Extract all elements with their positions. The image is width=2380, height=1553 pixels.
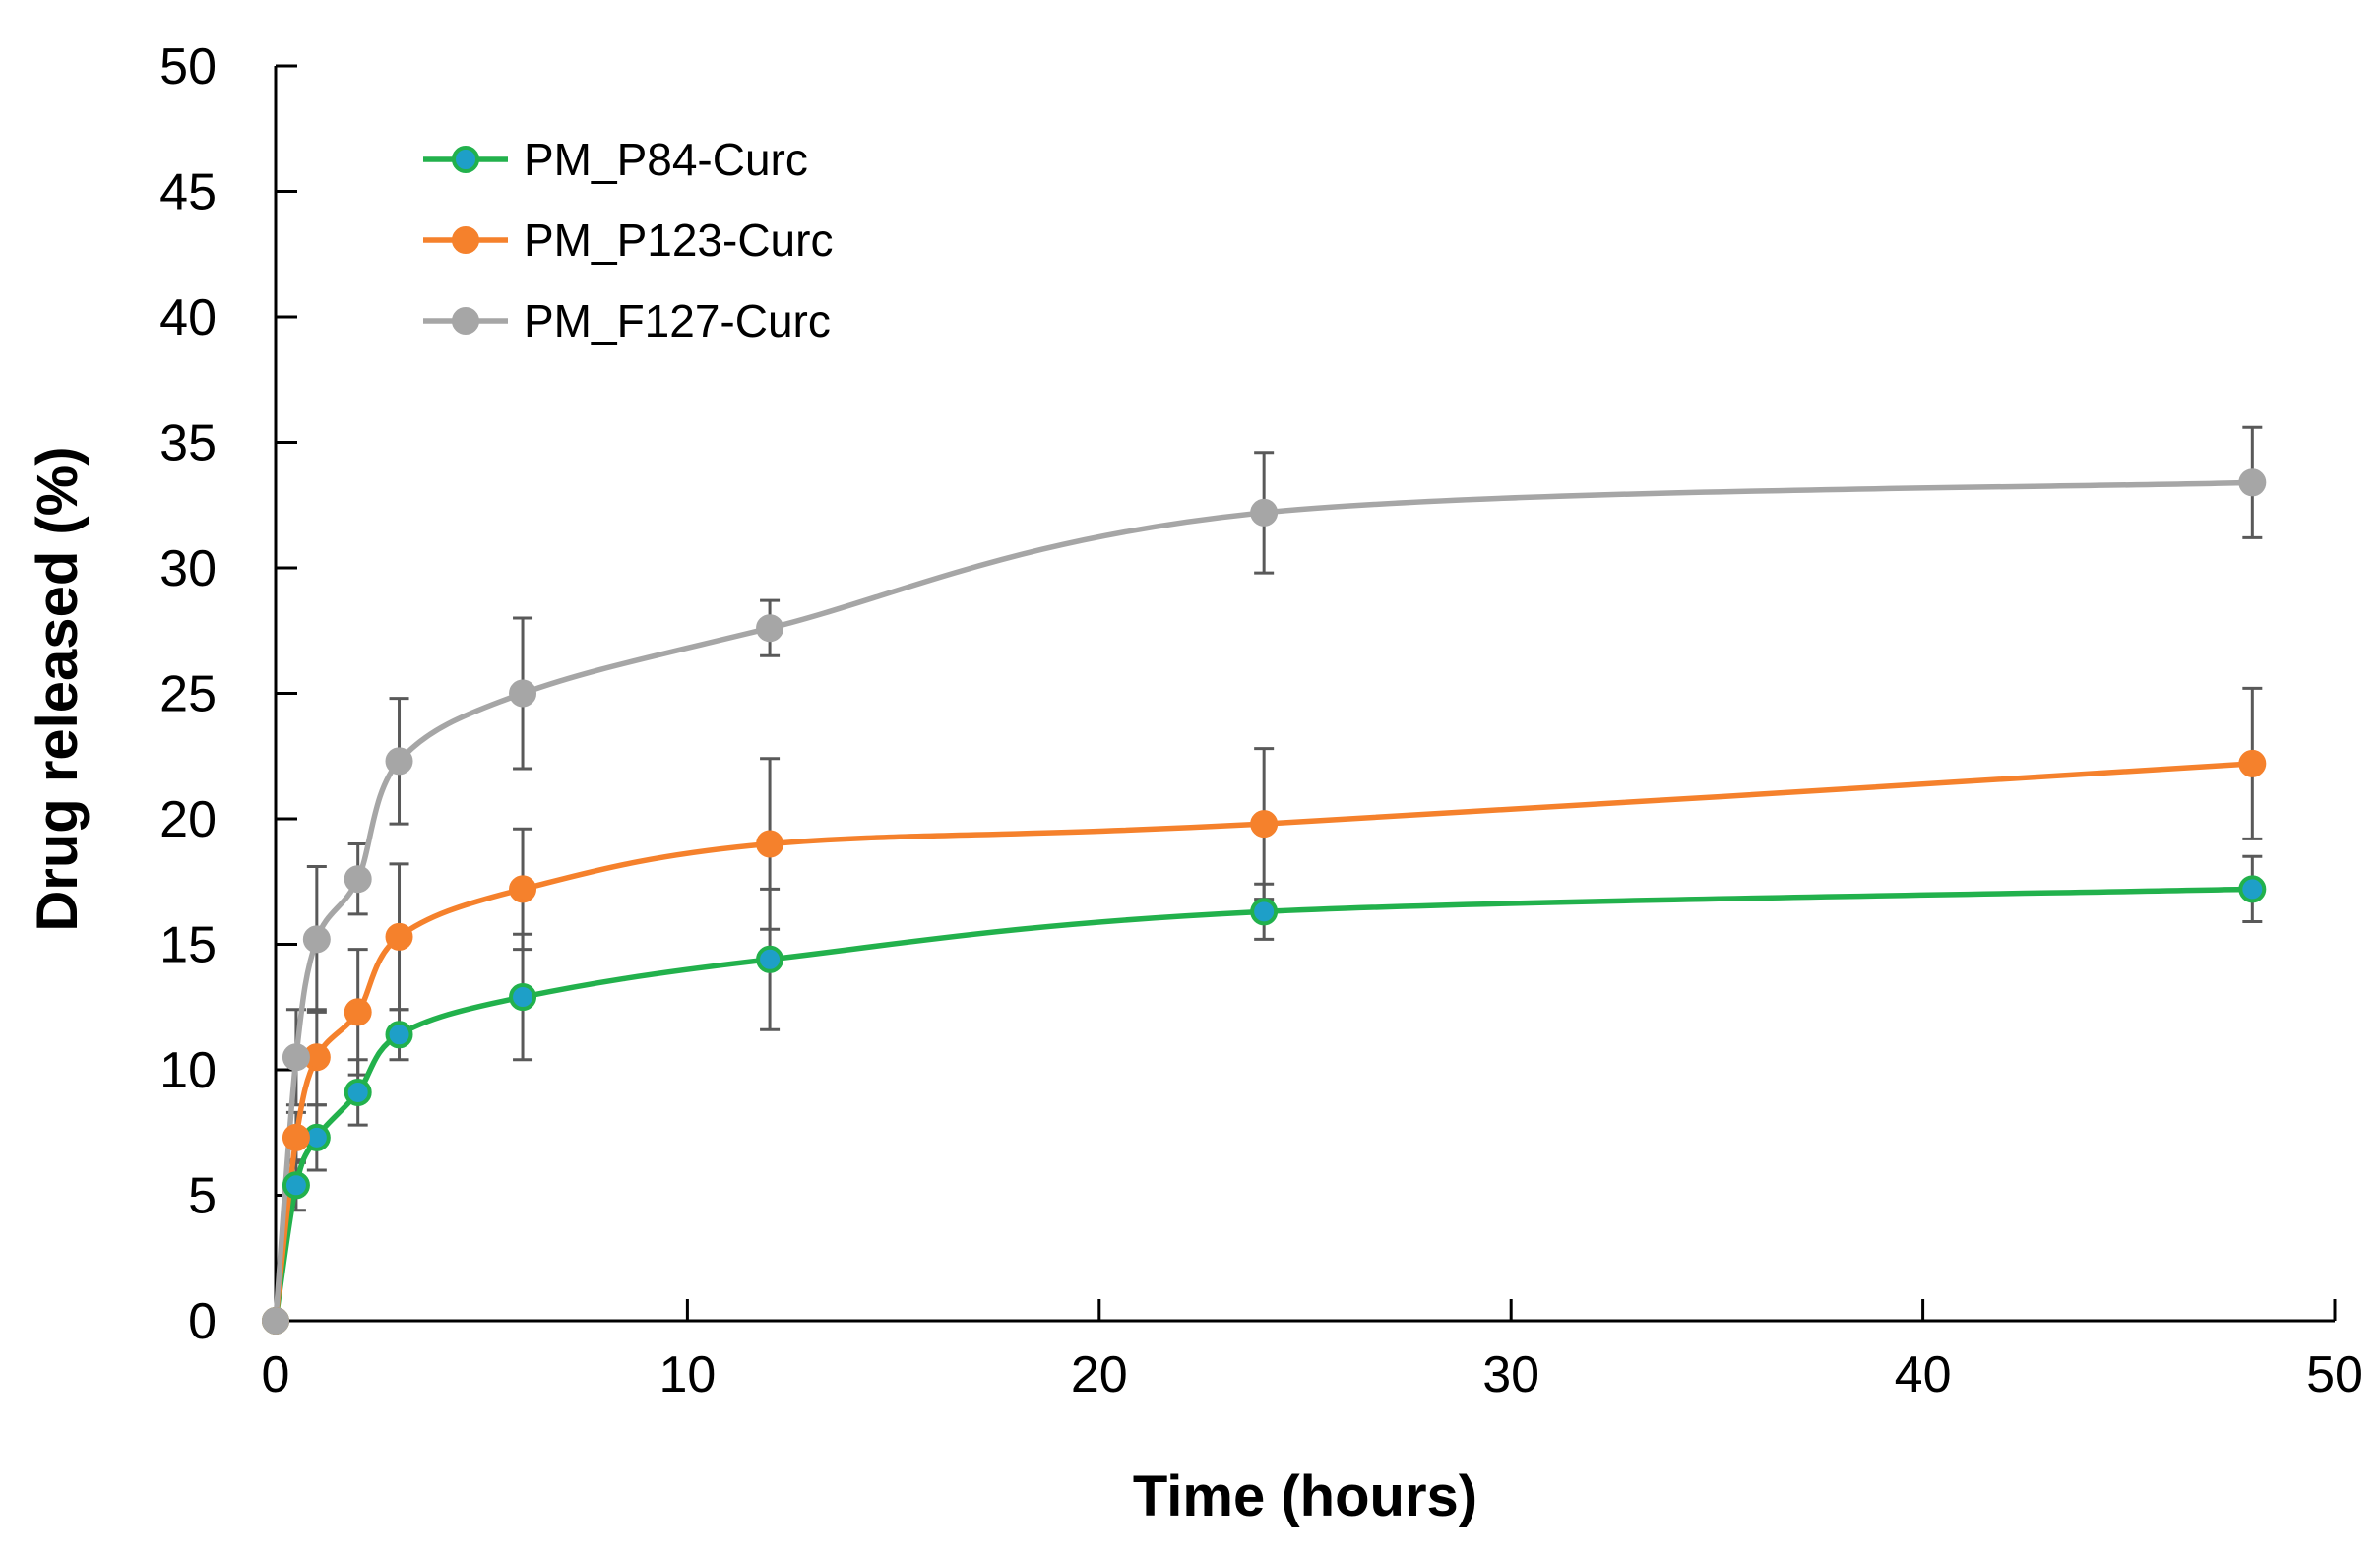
data-point-3 [2238, 468, 2267, 497]
data-point-2 [344, 998, 372, 1026]
y-tick-label: 20 [159, 791, 217, 848]
legend-marker [452, 146, 479, 173]
data-point-3 [344, 865, 372, 894]
data-point-1 [2238, 875, 2267, 903]
data-point-3 [302, 925, 331, 954]
y-tick-label: 45 [159, 164, 217, 221]
legend-label: PM_P123-Curc [524, 215, 833, 266]
y-tick-label: 30 [159, 540, 217, 597]
data-point-3 [282, 1043, 310, 1072]
y-tick-label: 10 [159, 1042, 217, 1099]
x-tick-label: 40 [1895, 1346, 1952, 1403]
data-point-1 [756, 945, 784, 973]
data-point-1 [509, 983, 537, 1012]
x-tick-label: 10 [658, 1346, 716, 1403]
legend-label: PM_P84-Curc [524, 134, 808, 185]
data-point-3 [385, 747, 413, 776]
data-point-1 [344, 1078, 372, 1106]
x-tick-label: 50 [2306, 1346, 2363, 1403]
legend-marker [452, 307, 479, 335]
x-axis-ticks: 0 10 20 30 40 50 [262, 1299, 2363, 1403]
legend-item-3: PM_F127-Curc [423, 295, 831, 346]
data-point-2 [2238, 749, 2267, 777]
y-axis-ticks: 0 5 10 15 20 25 30 35 40 45 50 [159, 38, 297, 1350]
data-point-3 [756, 614, 784, 643]
x-tick-label: 20 [1071, 1346, 1128, 1403]
data-point-3 [509, 679, 537, 708]
data-point-2 [385, 922, 413, 951]
x-tick-label: 0 [262, 1346, 290, 1403]
legend-label: PM_F127-Curc [524, 295, 831, 346]
y-tick-label: 50 [159, 38, 217, 95]
data-point-2 [756, 830, 784, 858]
legend-item-1: PM_P84-Curc [423, 134, 808, 185]
y-tick-label: 40 [159, 289, 217, 346]
series-line-1 [273, 886, 2253, 1322]
data-point-1 [282, 1171, 310, 1200]
legend-marker [452, 226, 479, 254]
y-tick-label: 5 [188, 1168, 217, 1225]
data-point-2 [1250, 810, 1279, 839]
y-tick-label: 35 [159, 415, 217, 472]
series-line-2 [273, 761, 2253, 1322]
legend: PM_P84-Curc PM_P123-Curc PM_F127-Curc [423, 134, 833, 346]
y-tick-label: 15 [159, 917, 217, 974]
data-point-2 [282, 1123, 310, 1151]
y-tick-label: 0 [188, 1293, 217, 1350]
data-point-3 [1250, 498, 1279, 527]
data-point-3 [262, 1307, 289, 1335]
y-axis-title: Drug released (%) [26, 446, 90, 931]
x-tick-label: 30 [1482, 1346, 1539, 1403]
series-markers [262, 468, 2267, 1335]
legend-item-2: PM_P123-Curc [423, 215, 833, 266]
y-tick-label: 25 [159, 666, 217, 723]
x-axis-title: Time (hours) [1133, 1464, 1477, 1528]
data-point-1 [1250, 898, 1279, 926]
data-point-1 [385, 1021, 413, 1049]
data-point-2 [509, 875, 537, 903]
